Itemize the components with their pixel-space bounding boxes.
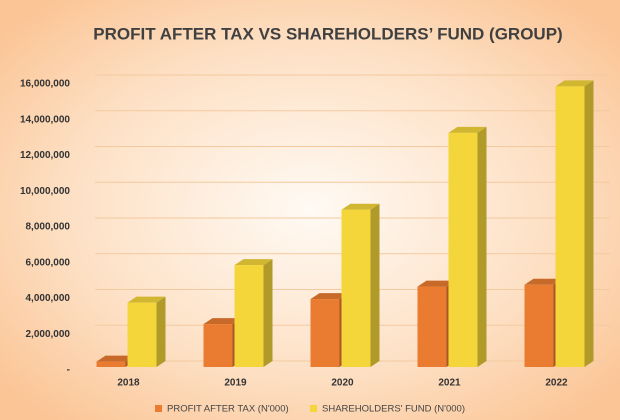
bar-top [127, 296, 166, 303]
bar [127, 302, 157, 367]
bar-top [203, 318, 242, 325]
y-tick-label: 16,000,000 [20, 79, 70, 90]
bar-top [448, 126, 487, 133]
bar-top [555, 80, 594, 87]
bar-top [310, 293, 349, 300]
x-tick-label: 2022 [545, 378, 568, 389]
bar [341, 209, 371, 367]
bar-top [524, 278, 563, 285]
y-tick-label: 6,000,000 [26, 257, 71, 268]
bar-side [370, 203, 380, 367]
bar [96, 361, 126, 367]
x-tick-label: 2021 [438, 378, 461, 389]
y-tick-label: 12,000,000 [20, 150, 70, 161]
bar-side [156, 296, 166, 367]
bar-side [477, 126, 487, 368]
bar [203, 324, 233, 367]
bar [234, 265, 264, 367]
legend-label: PROFIT AFTER TAX (N'000) [167, 404, 289, 415]
legend-label: SHAREHOLDERS' FUND (N'000) [322, 404, 465, 415]
y-tick-label: 10,000,000 [20, 186, 70, 197]
bar-side [263, 259, 273, 367]
bar [524, 284, 554, 367]
y-tick-label: 14,000,000 [20, 114, 70, 125]
bar [417, 286, 447, 367]
bar [555, 86, 585, 368]
y-tick-label: - [67, 365, 70, 376]
y-tick-label: 2,000,000 [26, 329, 71, 340]
x-tick-label: 2019 [224, 378, 247, 389]
bar-side [584, 80, 594, 368]
legend-swatch [310, 405, 317, 412]
bar-top [417, 280, 456, 287]
bar-top [96, 355, 135, 362]
bar-top [341, 203, 380, 210]
bar [310, 299, 340, 367]
bar-top [234, 259, 273, 266]
bar [448, 132, 478, 367]
legend-swatch [155, 405, 162, 412]
x-tick-label: 2020 [331, 378, 354, 389]
y-tick-label: 4,000,000 [26, 293, 71, 304]
x-tick-label: 2018 [117, 378, 140, 389]
chart-title: PROFIT AFTER TAX VS SHAREHOLDERS’ FUND (… [93, 24, 562, 43]
y-tick-label: 8,000,000 [26, 222, 71, 233]
